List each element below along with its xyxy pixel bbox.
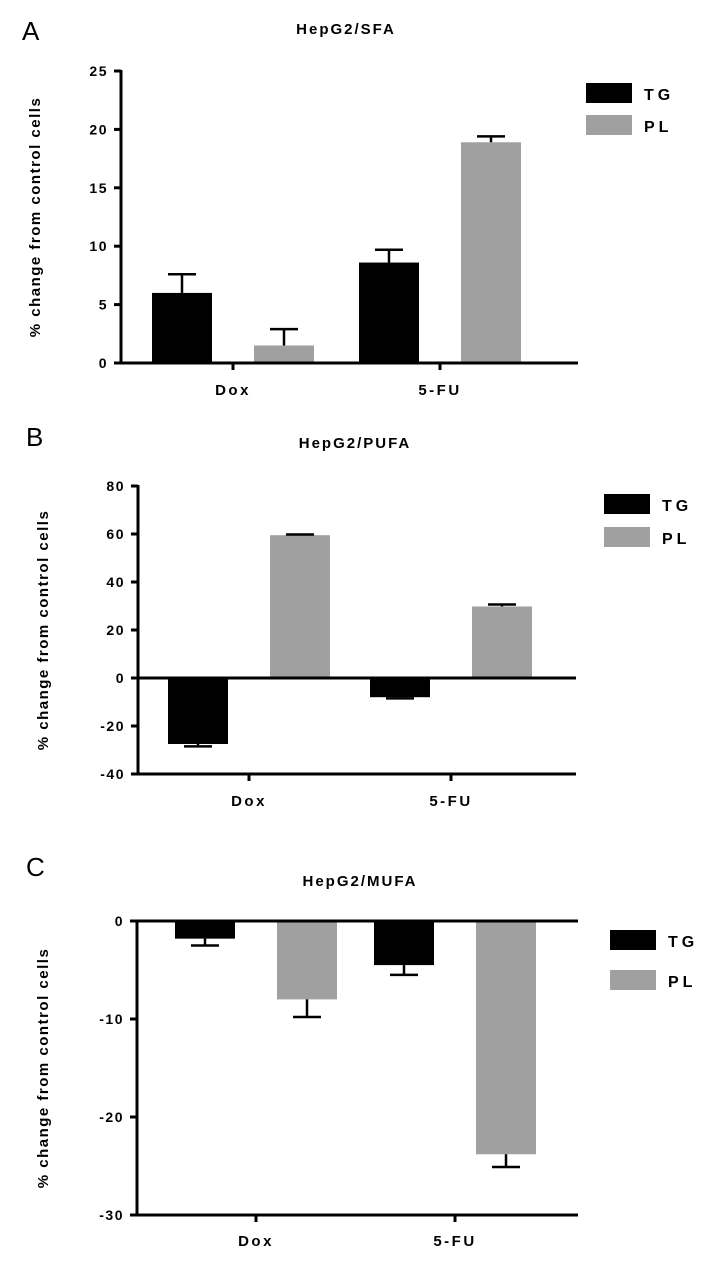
y-tick-label: 15 — [89, 180, 108, 196]
legend-swatch-pl — [610, 970, 656, 990]
x-tick-label-5-fu: 5-FU — [429, 793, 472, 810]
y-axis-label: % change from control cells — [35, 948, 52, 1189]
x-tick-label-5-fu: 5-FU — [433, 1233, 476, 1250]
x-tick-label-5-fu: 5-FU — [418, 382, 461, 399]
legend-swatch-tg — [604, 494, 650, 514]
legend-label-pl: PL — [644, 119, 672, 136]
x-tick-label-dox: Dox — [215, 382, 251, 399]
legend-swatch-pl — [586, 115, 632, 135]
x-tick-label-dox: Dox — [238, 1233, 274, 1250]
chart-panel-a: A HepG2/SFA % change from control cells 0 5 1… — [22, 16, 674, 399]
y-tick-label: 20 — [106, 622, 125, 638]
bar-pl-dox — [277, 921, 337, 1000]
y-tick-label: 0 — [115, 913, 124, 929]
x-tick-label-dox: Dox — [231, 793, 267, 810]
chart-title: HepG2/MUFA — [302, 873, 417, 890]
legend-label-pl: PL — [668, 974, 696, 991]
legend-label-pl: PL — [662, 531, 690, 548]
y-tick-label: 40 — [106, 574, 125, 590]
chart-title: HepG2/PUFA — [299, 435, 412, 452]
y-axis-label: % change from control cells — [35, 510, 52, 751]
legend-label-tg: TG — [662, 498, 692, 515]
legend-label-tg: TG — [668, 934, 698, 951]
legend-swatch-pl — [604, 527, 650, 547]
bar-pl-dox — [254, 345, 314, 363]
bar-tg-dox — [175, 921, 235, 939]
y-tick-label: -30 — [99, 1207, 124, 1223]
bar-pl-5-fu — [461, 142, 521, 363]
bar-pl-5-fu — [476, 921, 536, 1155]
chart-title: HepG2/SFA — [296, 21, 396, 38]
bar-tg-5-fu — [370, 678, 430, 698]
bar-tg-dox — [168, 678, 228, 744]
legend-label-tg: TG — [644, 87, 674, 104]
legend-swatch-tg — [586, 83, 632, 103]
bar-tg-5-fu — [359, 262, 419, 363]
chart-panel-c: C HepG2/MUFA % change from control cells -3… — [26, 852, 698, 1250]
panel-letter: C — [26, 852, 45, 882]
y-tick-label: -20 — [100, 718, 125, 734]
panel-letter: A — [22, 16, 40, 46]
y-tick-label: 25 — [89, 63, 108, 79]
y-tick-label: 60 — [106, 526, 125, 542]
y-tick-label: 0 — [99, 355, 108, 371]
y-tick-label: -10 — [99, 1011, 124, 1027]
y-tick-label: -40 — [100, 766, 125, 782]
bar-tg-dox — [152, 292, 212, 363]
bar-tg-5-fu — [374, 921, 434, 966]
y-tick-label: 80 — [106, 478, 125, 494]
y-tick-label: 0 — [116, 670, 125, 686]
chart-panel-b: B HepG2/PUFA % change from control cells -4… — [26, 422, 692, 810]
bar-pl-5-fu — [472, 606, 532, 678]
bar-pl-dox — [270, 535, 330, 678]
legend-swatch-tg — [610, 930, 656, 950]
y-tick-label: 5 — [99, 297, 108, 313]
y-tick-label: 20 — [89, 121, 108, 137]
y-tick-label: 10 — [89, 238, 108, 254]
y-tick-label: -20 — [99, 1109, 124, 1125]
y-axis-label: % change from control cells — [27, 97, 44, 338]
panel-letter: B — [26, 422, 43, 452]
